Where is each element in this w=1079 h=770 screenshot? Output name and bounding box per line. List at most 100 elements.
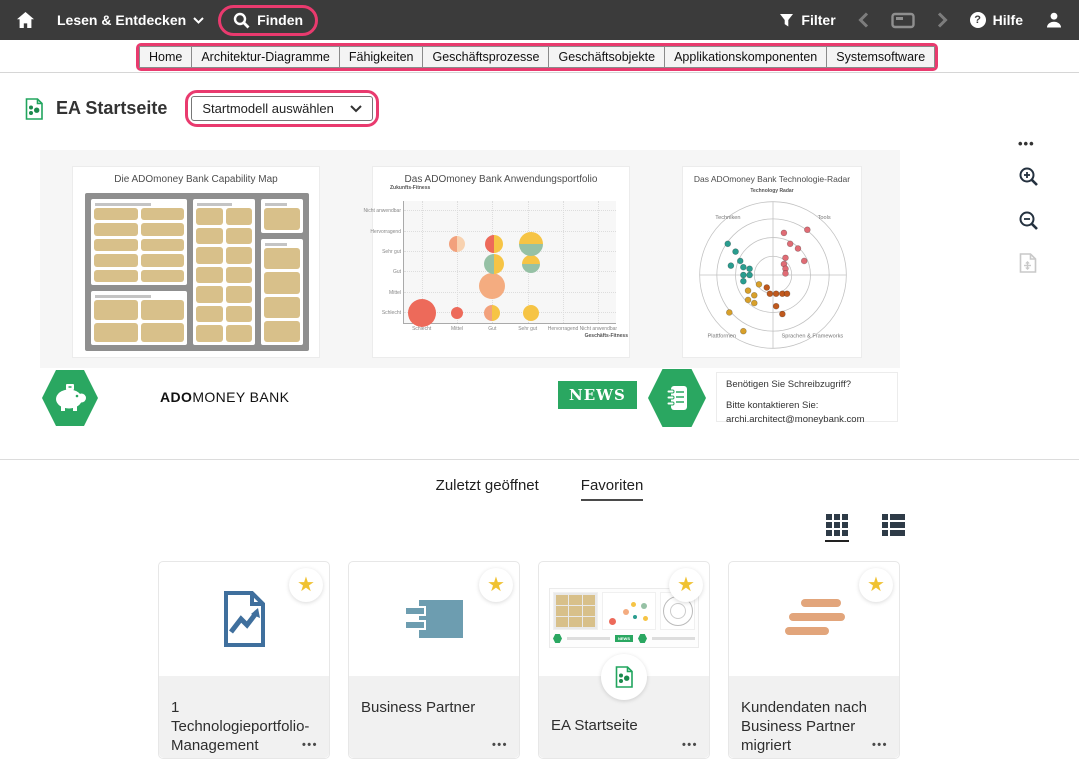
x-tick-label: Gut <box>488 326 497 332</box>
capability-box <box>140 322 184 342</box>
favorite-star-badge[interactable]: ★ <box>479 568 513 602</box>
capability-box <box>140 254 184 267</box>
capability-box <box>94 322 138 342</box>
capability-group-grid <box>264 248 300 342</box>
capability-box <box>140 223 184 236</box>
portfolio-bubble[interactable] <box>484 305 501 322</box>
technology-radar-chart[interactable]: Das ADOmoney Bank Technologie-Radar Tech… <box>682 166 862 358</box>
capability-box <box>196 266 223 284</box>
favorite-star-badge[interactable]: ★ <box>289 568 323 602</box>
capability-box <box>94 254 138 267</box>
capability-group <box>193 199 255 345</box>
portfolio-bubble[interactable] <box>523 305 540 322</box>
portfolio-bubble[interactable] <box>479 273 506 300</box>
grid-view-icon[interactable] <box>825 514 849 542</box>
bubble-plot: Zukunfts-Fitness Geschäfts-Fitness Schle… <box>363 185 628 339</box>
favorites-card-list: ★ 1 Technologieportfolio-Management ••• ★ … <box>158 561 900 759</box>
tab-gesch-ftsprozesse[interactable]: Geschäftsprozesse <box>422 46 550 68</box>
filter-icon <box>780 13 794 26</box>
capability-map-canvas <box>85 193 309 351</box>
card-preview <box>159 562 329 676</box>
search-icon <box>233 12 250 28</box>
read-explore-menu[interactable]: Lesen & Entdecken <box>57 12 204 28</box>
user-icon[interactable] <box>1045 11 1063 29</box>
help-button[interactable]: ? Hilfe <box>969 12 1023 28</box>
gridline <box>404 271 616 273</box>
tab-architektur-diagramme[interactable]: Architektur-Diagramme <box>191 46 340 68</box>
y-axis-label: Zukunfts-Fitness <box>390 185 431 191</box>
capability-group-header <box>95 295 151 298</box>
filter-button[interactable]: Filter <box>779 12 836 28</box>
application-portfolio-title: Das ADOmoney Bank Anwendungsportfolio <box>404 174 598 185</box>
portfolio-bubble[interactable] <box>519 231 544 256</box>
home-icon[interactable] <box>16 11 35 29</box>
open-windows-icon[interactable] <box>890 11 915 29</box>
technology-radar-title: Das ADOmoney Bank Technologie-Radar <box>693 174 851 184</box>
capability-group-header <box>265 203 288 206</box>
capability-box <box>94 269 138 282</box>
x-tick-label: Sehr gut <box>518 326 538 332</box>
card-preview <box>729 562 899 676</box>
card-preview: NEWS <box>539 562 709 676</box>
nav-forward-icon[interactable] <box>937 12 948 28</box>
card-more-icon[interactable]: ••• <box>681 739 698 751</box>
card-more-icon[interactable]: ••• <box>871 739 888 751</box>
top-bar: Lesen & Entdecken Finden Filter ? Hilfe <box>0 0 1079 40</box>
contact-line-1: Benötigen Sie Schreibzugriff? <box>726 379 851 390</box>
capability-box <box>140 238 184 252</box>
y-tick-label: Gut <box>392 269 401 276</box>
nav-back-icon[interactable] <box>858 12 869 28</box>
piggy-bank-logo-icon <box>42 370 98 426</box>
start-model-select[interactable]: Startmodell auswählen <box>191 96 373 121</box>
card-more-icon[interactable]: ••• <box>301 739 318 751</box>
tab-f-higkeiten[interactable]: Fähigkeiten <box>338 46 424 68</box>
tab-recently-opened[interactable]: Zuletzt geöffnet <box>435 477 539 494</box>
gridline <box>563 201 564 323</box>
portfolio-bubble[interactable] <box>522 255 541 274</box>
capability-box <box>225 247 252 264</box>
card-1-technologieportfolio-managem[interactable]: ★ 1 Technologieportfolio-Management ••• <box>158 561 330 759</box>
page-title: EA Startseite <box>56 98 168 118</box>
capability-group-grid <box>94 208 184 282</box>
gridline <box>421 201 423 323</box>
tab-systemsoftware[interactable]: Systemsoftware <box>826 46 936 68</box>
favorite-star-badge[interactable]: ★ <box>859 568 893 602</box>
start-page-model-canvas[interactable]: Die ADOmoney Bank Capability Map Das ADO… <box>40 150 900 428</box>
notebook-icon <box>648 369 706 427</box>
find-button[interactable]: Finden <box>225 10 311 31</box>
gridline <box>404 311 616 313</box>
portfolio-bubble[interactable] <box>485 234 504 253</box>
capability-box <box>264 248 300 270</box>
tab-favorites[interactable]: Favoriten <box>580 477 644 501</box>
favorite-star-badge[interactable]: ★ <box>669 568 703 602</box>
capability-box <box>225 325 252 342</box>
capability-box <box>264 272 300 294</box>
capability-map-chart[interactable]: Die ADOmoney Bank Capability Map <box>72 166 320 358</box>
zoom-in-icon[interactable] <box>1018 166 1040 188</box>
capability-box <box>264 208 300 230</box>
card-more-icon[interactable]: ••• <box>491 739 508 751</box>
portfolio-bubble[interactable] <box>451 307 463 320</box>
portfolio-bubble[interactable] <box>407 299 436 328</box>
tab-applikationskomponenten[interactable]: Applikationskomponenten <box>664 46 828 68</box>
application-portfolio-chart[interactable]: Das ADOmoney Bank Anwendungsportfolio Zu… <box>363 166 630 358</box>
widget-more-icon[interactable]: ••• <box>1018 136 1035 151</box>
card-title: Kundendaten nach Business Partner migrie… <box>741 699 867 755</box>
card-kundendaten-nach-business-part[interactable]: ★ Kundendaten nach Business Partner migr… <box>728 561 900 759</box>
tab-gesch-ftsobjekte[interactable]: Geschäftsobjekte <box>548 46 666 68</box>
card-ea-startseite[interactable]: ★ NEWS EA Startseite ••• <box>538 561 710 759</box>
gridline <box>404 250 616 252</box>
capability-group <box>91 199 187 285</box>
news-badge[interactable]: NEWS <box>558 381 637 409</box>
star-icon: ★ <box>487 574 505 596</box>
capability-box <box>196 305 223 323</box>
portfolio-bubble[interactable] <box>449 235 465 252</box>
list-view-icon[interactable] <box>882 514 905 536</box>
portfolio-bubble[interactable] <box>484 254 505 275</box>
zoom-out-icon[interactable] <box>1018 210 1040 232</box>
card-business-partner[interactable]: ★ Business Partner ••• <box>348 561 520 759</box>
tab-home[interactable]: Home <box>139 46 193 68</box>
y-tick-label: Sehr gut <box>382 248 401 255</box>
contact-line-3[interactable]: archi.architect@moneybank.com <box>726 413 865 425</box>
capability-group-header <box>265 243 288 246</box>
